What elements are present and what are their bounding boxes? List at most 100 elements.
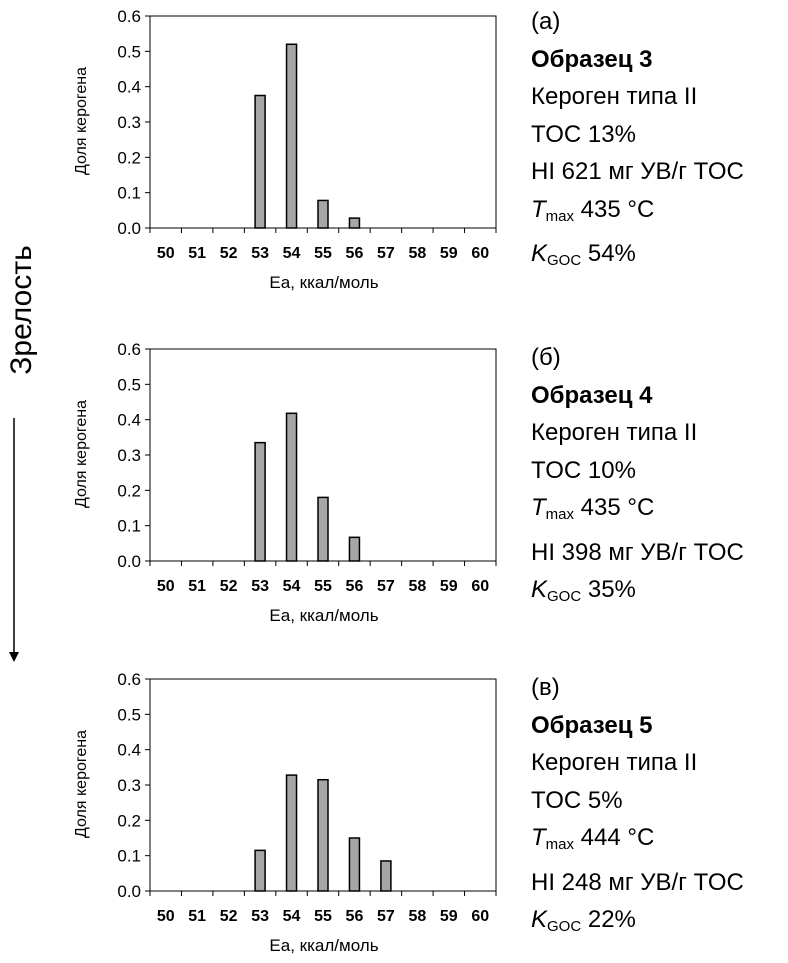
x-tick-label: 58	[408, 578, 426, 595]
y-tick-label: 0.1	[117, 517, 141, 536]
y-axis-label: Доля керогена	[73, 730, 90, 838]
y-tick-label: 0.6	[117, 7, 141, 26]
hi-value: HI 398 мг УВ/г TOC	[531, 538, 744, 566]
y-tick-label: 0.4	[117, 411, 141, 430]
kerogen-distribution-chart-c: 0.0 0.1 0.2 0.3 0.4 0.5 0.6 50 51 52 53 54 55 56 57 58 5…	[73, 670, 497, 955]
bar-57	[380, 860, 392, 892]
sample-info-b: (б) Образец 4 Кероген типа II TOC 10% Tm…	[531, 339, 744, 616]
bar-53	[254, 441, 266, 562]
y-tick-label: 0.0	[117, 882, 141, 901]
y-tick-label: 0.3	[117, 776, 141, 795]
y-tick-label: 0.1	[117, 847, 141, 866]
x-tick-label: 51	[188, 908, 206, 925]
y-tick-label: 0.0	[117, 552, 141, 571]
x-tick-label: 60	[471, 908, 489, 925]
x-axis-label: Ea, ккал/моль	[269, 273, 378, 292]
bar-56	[348, 536, 361, 562]
x-tick-label: 59	[440, 245, 458, 262]
x-tick-label: 52	[220, 578, 238, 595]
kerogen-type: Кероген типа II	[531, 83, 698, 110]
toc-value: TOC 13%	[531, 120, 636, 148]
x-tick-label: 57	[377, 908, 395, 925]
y-tick-label: 0.6	[117, 340, 141, 359]
x-tick-label: 59	[440, 908, 458, 925]
tmax-value: Tmax 435 °C	[531, 195, 655, 225]
y-tick-label: 0.2	[117, 481, 141, 500]
x-tick-label: 51	[188, 578, 206, 595]
x-tick-label: 56	[346, 908, 364, 925]
toc-value: TOC 5%	[531, 786, 623, 814]
sample-name: Образец 3	[531, 45, 653, 73]
y-tick-label: 0.1	[117, 184, 141, 203]
x-tick-label: 55	[314, 245, 332, 262]
x-tick-label: 53	[251, 578, 269, 595]
bar-55	[317, 199, 329, 229]
y-tick-label: 0.4	[117, 78, 141, 97]
x-tick-label: 59	[440, 578, 458, 595]
y-tick-label: 0.3	[117, 446, 141, 465]
kgoc-value: KGOC 35%	[531, 576, 636, 605]
sample-info-a: (а) Образец 3 Кероген типа II TOC 13% HI…	[531, 3, 744, 280]
y-tick-label: 0.4	[117, 741, 141, 760]
y-tick-label: 0.0	[117, 219, 141, 238]
bar-55	[317, 496, 329, 562]
bar-56	[348, 837, 361, 892]
kerogen-type: Кероген типа II	[531, 749, 698, 776]
y-tick-label: 0.3	[117, 113, 141, 132]
bar-54	[285, 774, 298, 892]
x-tick-label: 55	[314, 578, 332, 595]
y-axis-label: Доля керогена	[73, 400, 90, 508]
x-tick-label: 50	[157, 245, 175, 262]
sample-name: Образец 4	[531, 381, 653, 409]
x-tick-label: 53	[251, 908, 269, 925]
x-tick-label: 54	[283, 578, 301, 595]
x-tick-label: 51	[188, 245, 206, 262]
x-tick-label: 58	[408, 245, 426, 262]
x-tick-label: 57	[377, 578, 395, 595]
kerogen-distribution-chart-a: 0.0 0.1 0.2 0.3 0.4 0.5 0.6 50 51 52 53 54 55 56 57 58 5…	[73, 7, 497, 292]
x-tick-label: 52	[220, 245, 238, 262]
x-tick-label: 50	[157, 908, 175, 925]
x-tick-label: 54	[283, 908, 301, 925]
hi-value: HI 248 мг УВ/г TOC	[531, 868, 744, 896]
toc-value: TOC 10%	[531, 456, 636, 484]
y-axis-label: Доля керогена	[73, 67, 90, 175]
kerogen-distribution-chart-b: 0.0 0.1 0.2 0.3 0.4 0.5 0.6 50 51 52 53 54 55 56 57 58 5…	[73, 340, 497, 625]
x-tick-label: 53	[251, 245, 269, 262]
y-tick-label: 0.6	[117, 670, 141, 689]
y-tick-label: 0.5	[117, 42, 141, 61]
bar-54	[285, 43, 298, 229]
x-tick-label: 54	[283, 245, 301, 262]
kgoc-value: KGOC 54%	[531, 240, 636, 269]
sample-name: Образец 5	[531, 711, 653, 739]
bar-53	[254, 849, 266, 892]
x-tick-label: 56	[346, 245, 364, 262]
x-tick-label: 52	[220, 908, 238, 925]
maturity-arrow-icon	[9, 418, 19, 662]
x-tick-label: 60	[471, 245, 489, 262]
x-axis-label: Ea, ккал/моль	[269, 606, 378, 625]
kerogen-type: Кероген типа II	[531, 419, 698, 446]
sample-info-c: (в) Образец 5 Кероген типа II TOC 5% Tma…	[531, 669, 744, 946]
y-tick-label: 0.5	[117, 705, 141, 724]
bar-54	[285, 412, 298, 562]
x-axis-label: Ea, ккал/моль	[269, 936, 378, 955]
y-tick-label: 0.5	[117, 375, 141, 394]
tmax-value: Tmax 435 °C	[531, 494, 655, 523]
hi-value: HI 621 мг УВ/г TOC	[531, 158, 744, 185]
x-tick-label: 57	[377, 245, 395, 262]
x-tick-label: 50	[157, 578, 175, 595]
bar-53	[254, 94, 266, 229]
y-tick-label: 0.2	[117, 811, 141, 830]
x-tick-label: 56	[346, 578, 364, 595]
panel-letter: (в)	[531, 674, 560, 701]
x-tick-label: 58	[408, 908, 426, 925]
x-tick-label: 55	[314, 908, 332, 925]
x-tick-label: 60	[471, 578, 489, 595]
bar-55	[317, 778, 329, 892]
plot-frame	[149, 15, 497, 229]
panel-letter: (а)	[531, 8, 561, 35]
bar-56	[348, 217, 361, 229]
panel-letter: (б)	[531, 344, 561, 371]
tmax-value: Tmax 444 °C	[531, 824, 655, 853]
